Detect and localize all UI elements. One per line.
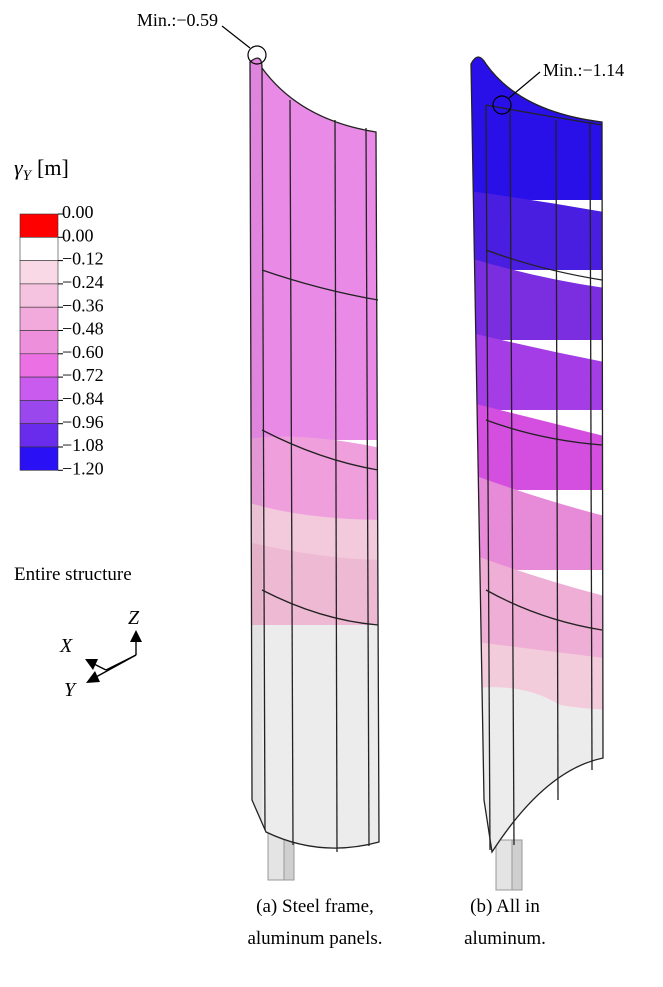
- legend-label: 0.00: [62, 202, 94, 222]
- legend: 0.00 0.00 −0.12 −0.24 −0.36 −0.48 −0.60 −0.72 −0…: [19, 202, 104, 478]
- legend-swatch: [19, 283, 59, 308]
- legend-swatch: [19, 260, 59, 285]
- legend-label: −0.48: [62, 319, 104, 339]
- legend-label: 0.00: [62, 225, 94, 245]
- legend-swatch: [19, 400, 59, 424]
- legend-swatch: [19, 213, 59, 238]
- axis-y: Y: [64, 679, 77, 701]
- legend-label: −1.20: [62, 458, 104, 478]
- legend-label: −0.24: [62, 272, 104, 292]
- axis-z: Z: [128, 607, 140, 629]
- tower-b-edges: [470, 56, 604, 854]
- legend-label: −1.08: [62, 435, 104, 455]
- legend-label: −0.60: [62, 342, 104, 362]
- tower-a-edges: [249, 57, 380, 853]
- legend-swatch: [19, 423, 59, 448]
- min-markers: [221, 25, 541, 115]
- legend-subscript: Y: [23, 168, 33, 184]
- caption: (b) All in: [470, 896, 540, 917]
- tower-b: [471, 57, 603, 852]
- axis-x: X: [59, 635, 73, 657]
- axis-triad: [85, 630, 142, 683]
- legend-swatch: [19, 353, 59, 378]
- legend-title: γY [m]: [14, 155, 69, 184]
- legend-unit: [m]: [37, 155, 69, 180]
- legend-swatch: [19, 237, 59, 261]
- legend-swatch: [19, 330, 59, 355]
- axes-title: Entire structure: [14, 564, 132, 585]
- min-label: Min.:−1.14: [543, 60, 624, 80]
- legend-label: −0.36: [62, 295, 104, 315]
- legend-label: −0.84: [62, 389, 104, 409]
- legend-swatch: [19, 306, 59, 331]
- legend-label: −0.72: [62, 365, 104, 385]
- caption: (a) Steel frame,: [256, 896, 374, 917]
- caption: aluminum panels.: [247, 928, 382, 949]
- min-label: Min.:−0.59: [137, 10, 218, 30]
- caption: aluminum.: [464, 928, 546, 949]
- legend-swatch: [19, 446, 59, 471]
- legend-swatch: [19, 376, 59, 401]
- legend-label: −0.12: [62, 249, 104, 269]
- tower-a: [250, 58, 379, 849]
- legend-symbol: γ: [14, 155, 24, 180]
- legend-label: −0.96: [62, 412, 104, 432]
